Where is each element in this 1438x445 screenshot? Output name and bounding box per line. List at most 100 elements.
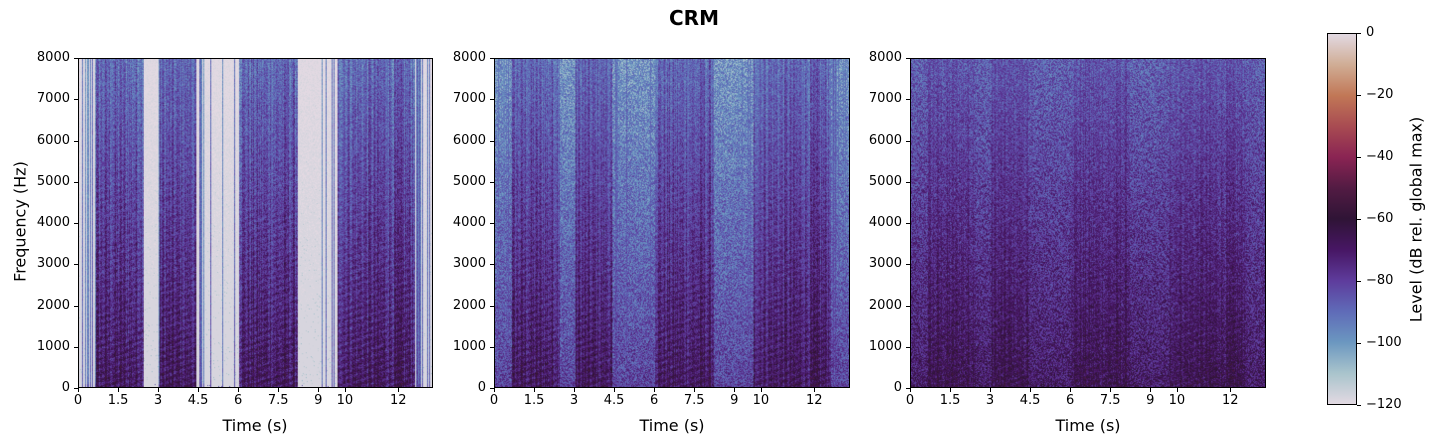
y-tick-mark — [906, 99, 910, 101]
y-tick-mark — [490, 264, 494, 266]
x-tick-mark — [158, 388, 160, 392]
x-tick-mark — [494, 388, 495, 392]
y-tick-label: 5000 — [452, 173, 486, 189]
y-tick-mark — [906, 346, 910, 348]
spectrogram-image-1 — [79, 59, 432, 387]
x-tick-label: 7.5 — [1099, 393, 1121, 408]
y-tick-mark — [74, 99, 78, 101]
colorbar-tick-label: 0 — [1366, 25, 1375, 40]
spectrogram-image-3 — [911, 59, 1265, 387]
y-tick-mark — [74, 264, 78, 266]
y-tick-label: 6000 — [452, 132, 486, 148]
x-tick-label: 12 — [806, 393, 823, 408]
x-tick-mark — [398, 388, 400, 392]
x-tick-mark — [534, 388, 536, 392]
y-tick-mark — [906, 181, 910, 183]
y-tick-label: 5000 — [868, 173, 902, 189]
x-tick-label: 3 — [985, 393, 995, 408]
colorbar-tick-label: −60 — [1366, 211, 1394, 226]
y-tick-mark — [906, 58, 910, 59]
x-tick-label: 4.5 — [603, 393, 625, 408]
y-tick-mark — [74, 346, 78, 348]
colorbar-tick-label: −80 — [1366, 273, 1394, 288]
y-tick-mark — [74, 305, 78, 307]
y-tick-mark — [906, 223, 910, 224]
spectrogram-panel-1 — [78, 58, 433, 388]
y-tick-label: 0 — [477, 380, 486, 395]
y-tick-mark — [74, 223, 78, 224]
x-tick-mark — [910, 388, 911, 392]
x-tick-label: 9 — [730, 393, 739, 408]
x-tick-mark — [1070, 388, 1072, 392]
x-tick-label: 1.5 — [523, 393, 545, 408]
y-tick-mark — [490, 58, 494, 59]
colorbar-tick-label: −40 — [1366, 149, 1394, 164]
spectrogram-image-2 — [495, 59, 849, 387]
figure-title: CRM — [669, 6, 719, 30]
x-tick-label: 3 — [153, 393, 163, 408]
y-tick-label: 7000 — [868, 91, 902, 107]
x-tick-mark — [814, 388, 816, 392]
x-tick-label: 6 — [1066, 393, 1075, 408]
y-tick-label: 4000 — [36, 215, 70, 230]
spectrogram-panel-3 — [910, 58, 1266, 388]
colorbar-label: Level (dB rel. global max) — [1406, 116, 1426, 323]
y-tick-label: 2000 — [452, 297, 486, 313]
y-tick-mark — [906, 140, 910, 142]
y-tick-label: 6000 — [36, 132, 70, 148]
y-tick-mark — [906, 264, 910, 266]
x-tick-mark — [118, 388, 120, 392]
y-tick-mark — [74, 181, 78, 183]
y-tick-label: 7000 — [36, 91, 70, 107]
x-tick-mark — [574, 388, 576, 392]
x-tick-label: 1.5 — [939, 393, 961, 408]
x-tick-label: 6 — [650, 393, 659, 408]
colorbar-tick-label: −100 — [1366, 335, 1402, 350]
x-tick-mark — [1110, 388, 1112, 392]
x-tick-label: 0 — [489, 393, 499, 408]
y-tick-label: 3000 — [868, 256, 902, 272]
x-tick-mark — [760, 388, 762, 392]
x-tick-mark — [990, 388, 992, 392]
x-axis-label-2: Time (s) — [639, 416, 705, 435]
y-tick-mark — [74, 58, 78, 59]
y-tick-mark — [74, 388, 78, 389]
y-tick-mark — [490, 346, 494, 348]
x-tick-label: 10 — [752, 393, 770, 408]
x-tick-mark — [1176, 388, 1178, 392]
colorbar-tick-mark — [1357, 95, 1361, 96]
y-tick-mark — [74, 140, 78, 142]
y-tick-label: 4000 — [452, 215, 486, 230]
colorbar-tick-mark — [1357, 219, 1361, 220]
x-tick-label: 0 — [905, 393, 915, 408]
x-tick-label: 9 — [1146, 393, 1155, 408]
y-tick-label: 0 — [893, 380, 902, 395]
y-tick-label: 5000 — [36, 173, 70, 189]
x-tick-mark — [278, 388, 280, 392]
y-tick-mark — [490, 99, 494, 101]
colorbar-tick-label: −20 — [1366, 87, 1394, 102]
colorbar-tick-mark — [1357, 33, 1361, 34]
x-tick-mark — [344, 388, 346, 392]
y-tick-label: 0 — [61, 380, 70, 395]
x-tick-label: 7.5 — [683, 393, 705, 408]
x-axis-label-1: Time (s) — [222, 416, 288, 435]
colorbar-tick-mark — [1357, 405, 1361, 406]
x-tick-label: 1.5 — [107, 393, 129, 408]
y-tick-label: 6000 — [868, 132, 902, 148]
y-axis-label: Frequency (Hz) — [10, 161, 30, 282]
x-tick-label: 3 — [569, 393, 579, 408]
y-tick-label: 4000 — [868, 215, 902, 230]
x-tick-label: 12 — [1222, 393, 1239, 408]
y-tick-label: 2000 — [36, 297, 70, 313]
y-tick-label: 1000 — [36, 338, 70, 354]
y-tick-mark — [490, 181, 494, 183]
colorbar-tick-mark — [1357, 343, 1361, 344]
x-tick-label: 10 — [336, 393, 354, 408]
x-tick-label: 0 — [73, 393, 83, 408]
x-tick-mark — [1150, 388, 1152, 392]
y-tick-mark — [490, 223, 494, 224]
x-tick-label: 9 — [314, 393, 323, 408]
y-tick-mark — [490, 305, 494, 307]
x-tick-label: 7.5 — [267, 393, 289, 408]
